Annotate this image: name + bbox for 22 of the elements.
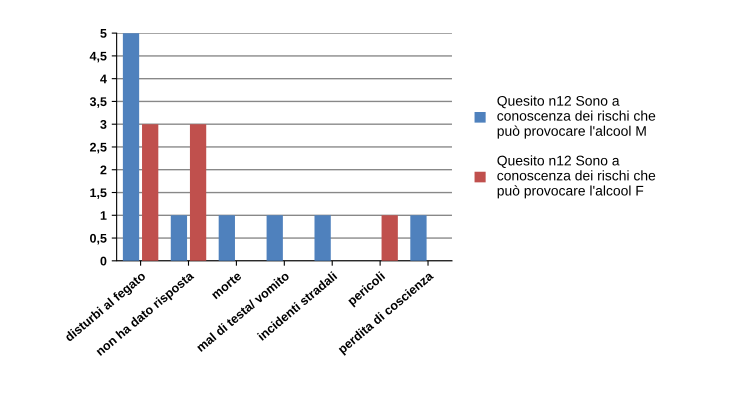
- bar: [314, 215, 331, 261]
- y-tick-label: 4,5: [90, 52, 107, 62]
- bar: [218, 215, 235, 261]
- bar: [170, 215, 188, 261]
- y-tick-label: 0,5: [90, 234, 107, 245]
- bar: [142, 124, 158, 261]
- legend-label: Quesito n12 Sono a conoscenza dei rischi che può provocare l'alcool F: [497, 155, 656, 198]
- bar: [382, 215, 398, 261]
- y-tick-label: 1,5: [90, 188, 107, 199]
- y-tick-label: 2,5: [90, 142, 107, 154]
- y-tick-label: 3: [100, 120, 106, 129]
- bar: [122, 33, 140, 261]
- y-tick-label: 5: [100, 29, 107, 38]
- bar: [266, 215, 283, 261]
- bar: [190, 124, 206, 261]
- y-tick-label: 2: [100, 166, 106, 174]
- legend-label: Quesito n12 Sono a conoscenza dei rischi che può provocare l'alcool M: [497, 96, 656, 139]
- y-tick-label: 1: [100, 211, 107, 220]
- y-tick-label: 0: [100, 256, 106, 266]
- y-tick-label: 3,5: [90, 97, 107, 108]
- bar: [410, 215, 427, 261]
- y-tick-label: 4: [100, 74, 107, 84]
